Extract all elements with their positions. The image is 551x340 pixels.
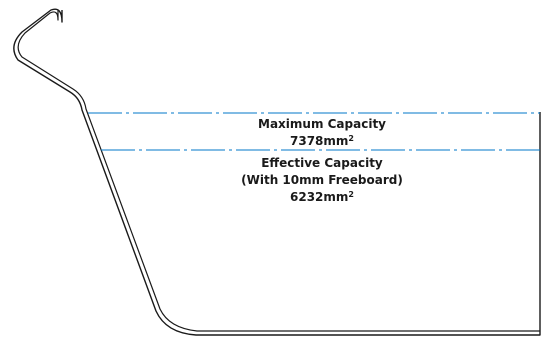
- effective-capacity-label-block: Effective Capacity (With 10mm Freeboard)…: [172, 155, 472, 206]
- maximum-capacity-title: Maximum Capacity: [258, 117, 386, 131]
- maximum-capacity-label-block: Maximum Capacity 7378mm2: [172, 116, 472, 150]
- effective-capacity-title: Effective Capacity: [261, 156, 383, 170]
- gutter-profile-outer: [13, 8, 541, 336]
- effective-capacity-note: (With 10mm Freeboard): [241, 173, 403, 187]
- gutter-profile-inner: [17, 10, 540, 332]
- maximum-capacity-value: 7378mm2: [290, 134, 354, 148]
- effective-capacity-value: 6232mm2: [290, 190, 354, 204]
